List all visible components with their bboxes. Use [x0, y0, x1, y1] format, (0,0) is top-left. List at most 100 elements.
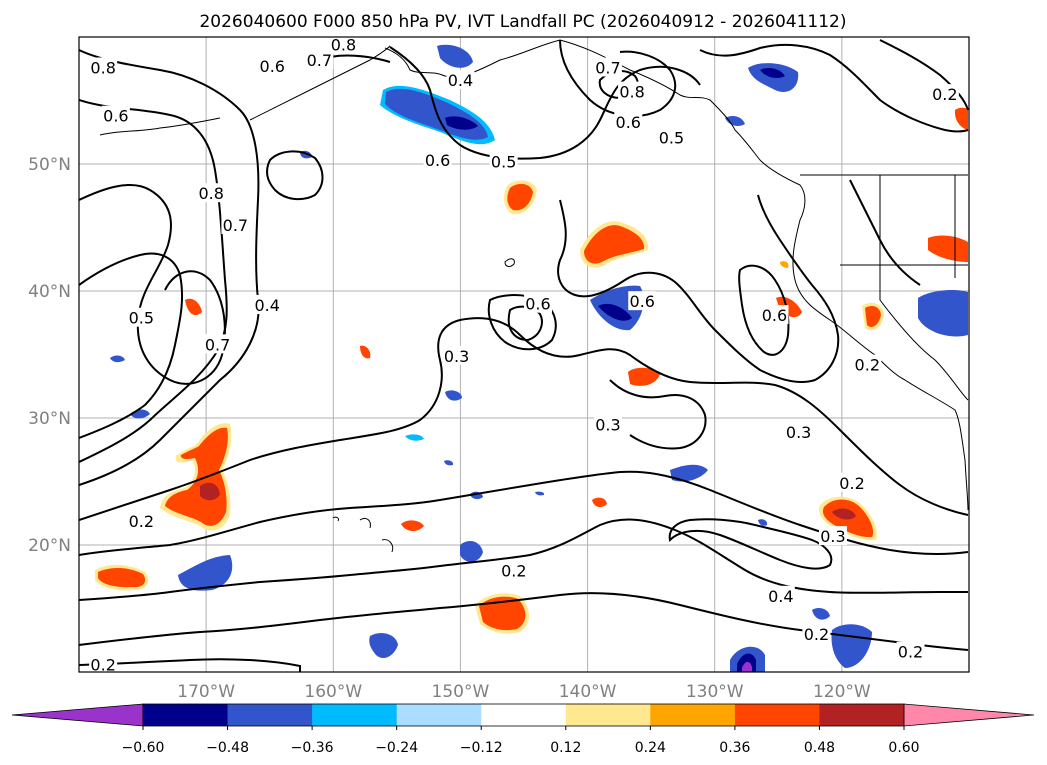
- contour-label-bg: [766, 585, 795, 605]
- negative-anomaly: [670, 464, 708, 482]
- contour-label: 0.2: [90, 655, 115, 674]
- contour-label: 0.6: [616, 113, 641, 132]
- contour-label: 0.6: [260, 57, 285, 76]
- positive-anomaly: [185, 298, 202, 316]
- colorbar-tick-label: 0.24: [635, 740, 666, 756]
- contour-label-bg: [499, 560, 528, 580]
- contour-label: 0.7: [223, 216, 248, 235]
- negative-anomaly: [445, 116, 478, 130]
- contour-label: 0.2: [804, 625, 829, 644]
- contour-label-bg: [258, 56, 287, 76]
- contour-label-bg: [197, 183, 226, 203]
- colorbar-tick-label: −0.60: [122, 740, 165, 756]
- positive-anomaly: [360, 345, 371, 359]
- contour-lines: [79, 39, 969, 672]
- contour-label-bg: [442, 345, 471, 365]
- positive-anomaly: [592, 497, 607, 508]
- contour-label: 0.3: [595, 415, 620, 434]
- colorbar-segment: [734, 704, 820, 726]
- colorbar-segment: [312, 704, 398, 726]
- colorbar-tick-label: −0.12: [460, 740, 503, 756]
- contour-label: 0.6: [762, 306, 787, 325]
- lon-tick-label: 120°W: [813, 682, 871, 702]
- contour-label-bg: [614, 112, 643, 132]
- colorbar-segment: [565, 704, 651, 726]
- contour-label-bg: [101, 105, 130, 125]
- contour-label: 0.8: [331, 36, 356, 55]
- colorbar-tick-label: 0.12: [550, 740, 581, 756]
- contour-label-bg: [89, 57, 118, 77]
- lat-tick-label: 30°N: [28, 409, 71, 429]
- contour-label: 0.4: [768, 587, 793, 606]
- positive-anomaly: [954, 107, 968, 130]
- negative-anomaly: [110, 355, 125, 363]
- negative-anomaly: [535, 491, 545, 496]
- contour-label: 0.6: [425, 151, 450, 170]
- positive-anomaly: [165, 427, 228, 526]
- contour-label: 0.2: [839, 474, 864, 493]
- contour-label-bg: [593, 57, 622, 77]
- positive-anomaly: [507, 183, 533, 211]
- colorbar-segment: [650, 704, 736, 726]
- negative-anomaly: [405, 434, 424, 441]
- colorbar-extend-high: [903, 703, 1035, 727]
- contour-label: 0.5: [129, 309, 154, 328]
- contour-label-bg: [818, 526, 847, 546]
- negative-anomaly: [460, 540, 483, 562]
- negative-anomaly: [437, 44, 473, 68]
- contour-label-bg: [446, 70, 475, 90]
- negative-anomaly: [369, 633, 398, 659]
- lon-tick-label: 130°W: [686, 682, 744, 702]
- colorbar-segment: [819, 704, 905, 726]
- contour-label-bg: [253, 294, 282, 314]
- positive-anomaly: [628, 367, 660, 386]
- positive-anomaly: [200, 482, 220, 501]
- colorbar-tick-label: −0.24: [375, 740, 418, 756]
- positive-anomaly: [928, 235, 968, 262]
- coastlines: [99, 39, 969, 511]
- lon-tick-label: 170°W: [177, 682, 235, 702]
- contour-label: 0.2: [129, 512, 154, 531]
- contour-label-bg: [802, 623, 831, 643]
- contour-label: 0.4: [448, 71, 473, 90]
- colorbar-tick-label: 0.60: [888, 740, 919, 756]
- contour-label-bg: [593, 414, 622, 434]
- contour-label-bg: [896, 641, 925, 661]
- negative-anomaly: [178, 555, 233, 591]
- colorbar-tick-label: −0.48: [206, 740, 249, 756]
- contour-label: 0.2: [932, 85, 957, 104]
- colorbar-tick-label: −0.36: [291, 740, 334, 756]
- positive-anomaly: [865, 306, 881, 327]
- contour-label: 0.3: [786, 423, 811, 442]
- contour-label: 0.8: [199, 184, 224, 203]
- colorbar-tick-label: 0.48: [804, 740, 835, 756]
- contour-label: 0.3: [820, 527, 845, 546]
- contour-label-bg: [838, 472, 867, 492]
- negative-anomaly: [445, 390, 462, 401]
- lat-tick-label: 20°N: [28, 536, 71, 556]
- contour-label: 0.8: [90, 58, 115, 77]
- contour-label-bg: [930, 84, 959, 104]
- chart-title: 2026040600 F000 850 hPa PV, IVT Landfall…: [199, 12, 846, 32]
- contour-label: 0.2: [898, 643, 923, 662]
- colorbar-segment: [227, 704, 313, 726]
- contour-label-bg: [203, 334, 232, 354]
- positive-anomaly: [584, 225, 645, 264]
- colorbar: −0.60 −0.48 −0.36 −0.24 −0.12 0.12 0.24 0.36 0.4…: [11, 703, 1035, 756]
- contour-label-bg: [523, 293, 552, 313]
- contour-label-bg: [305, 49, 334, 69]
- negative-anomaly: [760, 68, 785, 78]
- contour-label-bg: [329, 37, 358, 54]
- lon-tick-label: 140°W: [559, 682, 617, 702]
- colorbar-frame: [142, 703, 905, 727]
- contour-label: 0.8: [619, 83, 644, 102]
- contour-label-bg: [127, 510, 156, 530]
- contour-label-bg: [423, 150, 452, 170]
- contour-label-bg: [657, 127, 686, 147]
- negative-anomaly: [758, 519, 768, 526]
- longitude-labels: 170°W 160°W 150°W 140°W 130°W 120°W: [177, 682, 871, 702]
- contour-label-bg: [89, 654, 118, 672]
- negative-anomaly: [918, 290, 968, 337]
- contour-labels: 0.80.60.60.80.70.40.70.80.60.50.6 0.50.20…: [89, 36, 959, 674]
